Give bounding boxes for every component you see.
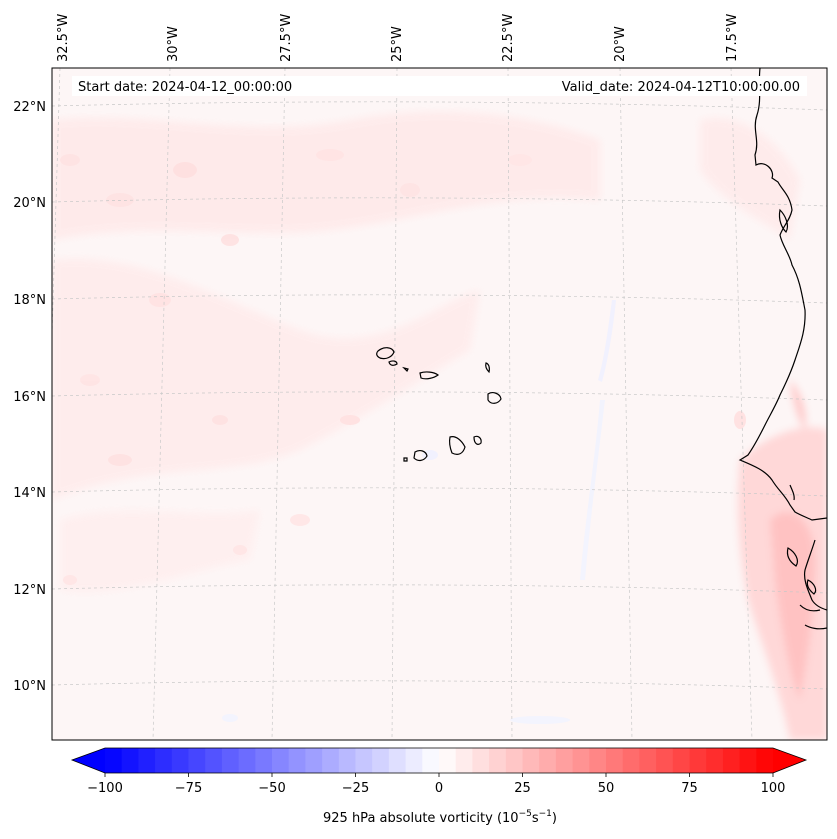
colorbar-swatch: [205, 748, 223, 773]
latitude-labels: 22°N 20°N 18°N 16°N 14°N 12°N 10°N: [13, 100, 46, 694]
colorbar-swatch: [689, 748, 707, 773]
colorbar-min-extend-arrow: [72, 748, 105, 773]
vorticity-field-patches: [52, 111, 827, 740]
colorbar-ticks: −100 −75 −50 −25 0 25 50 75 100: [87, 773, 785, 796]
colorbar-swatch: [706, 748, 724, 773]
colorbar-tick-label: −100: [87, 781, 123, 796]
lat-label: 10°N: [13, 679, 46, 694]
lon-label: 22.5°W: [501, 14, 516, 62]
lat-label: 14°N: [13, 486, 46, 501]
colorbar-swatch: [355, 748, 373, 773]
lat-label: 12°N: [13, 583, 46, 598]
colorbar-swatch: [121, 748, 139, 773]
colorbar-swatch: [455, 748, 473, 773]
africa-coastline: [738, 68, 827, 630]
colorbar-swatch: [555, 748, 574, 773]
colorbar-swatch: [606, 748, 624, 773]
colorbar-swatch: [405, 748, 423, 773]
colorbar-max-extend-arrow: [773, 748, 806, 773]
colorbar-swatch: [388, 748, 407, 773]
colorbar-swatch: [238, 748, 256, 773]
coastlines: [738, 68, 827, 630]
colorbar-swatch: [372, 748, 390, 773]
colorbar-swatch: [589, 748, 607, 773]
colorbar-swatch: [322, 748, 340, 773]
colorbar-tick-label: 0: [435, 781, 443, 796]
colorbar-swatch: [522, 748, 540, 773]
map-panel: Start date: 2024-04-12_00:00:00 Valid_da…: [13, 14, 828, 741]
colorbar-swatch: [439, 748, 457, 773]
colorbar-swatch: [288, 748, 306, 773]
colorbar-swatch: [489, 748, 507, 773]
colorbar-swatch: [739, 748, 757, 773]
cape-verde-islands: [376, 347, 502, 462]
colorbar-swatch: [422, 748, 440, 773]
lon-label: 25°W: [390, 26, 405, 62]
lon-label: 32.5°W: [56, 14, 71, 62]
colorbar-swatch: [572, 748, 590, 773]
colorbar-tick-label: 50: [598, 781, 615, 796]
longitude-labels: 32.5°W 30°W 27.5°W 25°W 22.5°W 20°W 17.5…: [56, 14, 740, 62]
colorbar-swatch: [622, 748, 640, 773]
colorbar-swatch: [338, 748, 356, 773]
colorbar-swatch: [656, 748, 674, 773]
colorbar-swatch: [272, 748, 290, 773]
colorbar-swatch: [255, 748, 273, 773]
lat-label: 22°N: [13, 100, 46, 115]
colorbar-tick-label: −25: [342, 781, 369, 796]
lon-label: 30°W: [166, 26, 181, 62]
lat-label: 20°N: [13, 196, 46, 211]
colorbar: −100 −75 −50 −25 0 25 50 75 100 925 hPa absolute…: [70, 747, 808, 826]
colorbar-tick-label: −50: [258, 781, 285, 796]
colorbar-swatch: [105, 748, 123, 773]
lon-label: 27.5°W: [279, 14, 294, 62]
colorbar-swatch: [221, 748, 240, 773]
colorbar-swatch: [171, 748, 189, 773]
map-frame: [51, 67, 828, 741]
lon-label: 20°W: [613, 26, 628, 62]
colorbar-swatch: [672, 748, 690, 773]
colorbar-tick-label: −75: [175, 781, 202, 796]
colorbar-tick-label: 75: [681, 781, 698, 796]
lat-label: 18°N: [13, 293, 46, 308]
lon-label: 17.5°W: [725, 14, 740, 62]
colorbar-swatch: [138, 748, 156, 773]
colorbar-swatch: [305, 748, 323, 773]
start-date-label: Start date: 2024-04-12_00:00:00: [78, 80, 292, 95]
date-banner: [72, 76, 807, 96]
valid-date-label: Valid_date: 2024-04-12T10:00:00.00: [562, 80, 800, 95]
colorbar-tick-label: 100: [761, 781, 786, 796]
colorbar-swatch: [472, 748, 490, 773]
graticule: [52, 68, 827, 740]
colorbar-swatch: [539, 748, 557, 773]
colorbar-swatch: [756, 748, 774, 773]
lat-label: 16°N: [13, 390, 46, 405]
colorbar-swatch: [505, 748, 523, 773]
colorbar-swatches: [105, 748, 774, 773]
colorbar-swatch: [639, 748, 657, 773]
colorbar-swatch: [155, 748, 173, 773]
colorbar-swatch: [188, 748, 206, 773]
colorbar-label: 925 hPa absolute vorticity (10−5s−1): [323, 809, 557, 826]
colorbar-swatch: [722, 748, 741, 773]
colorbar-tick-label: 25: [514, 781, 531, 796]
